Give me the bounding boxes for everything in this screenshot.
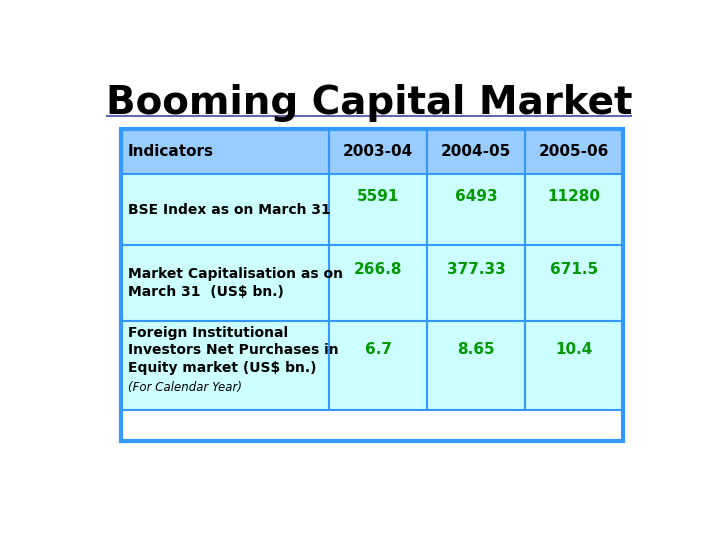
Text: Indicators: Indicators [128, 144, 214, 159]
FancyBboxPatch shape [427, 245, 525, 321]
Text: Foreign Institutional
Investors Net Purchases in
Equity market (US$ bn.): Foreign Institutional Investors Net Purc… [128, 326, 338, 375]
Text: 377.33: 377.33 [446, 261, 505, 276]
FancyBboxPatch shape [121, 245, 329, 321]
FancyBboxPatch shape [427, 129, 525, 174]
FancyBboxPatch shape [525, 129, 623, 174]
FancyBboxPatch shape [329, 245, 427, 321]
FancyBboxPatch shape [525, 245, 623, 321]
FancyBboxPatch shape [329, 174, 427, 245]
FancyBboxPatch shape [525, 174, 623, 245]
FancyBboxPatch shape [427, 174, 525, 245]
Text: BSE Index as on March 31: BSE Index as on March 31 [128, 202, 330, 217]
FancyBboxPatch shape [427, 321, 525, 410]
Text: 11280: 11280 [547, 190, 600, 205]
Text: 10.4: 10.4 [555, 342, 593, 357]
Text: 6493: 6493 [455, 190, 498, 205]
FancyBboxPatch shape [329, 321, 427, 410]
Text: 2005-06: 2005-06 [539, 144, 609, 159]
Text: 671.5: 671.5 [550, 261, 598, 276]
FancyBboxPatch shape [329, 129, 427, 174]
Text: (For Calendar Year): (For Calendar Year) [128, 381, 242, 394]
FancyBboxPatch shape [121, 321, 329, 410]
Text: 266.8: 266.8 [354, 261, 402, 276]
Text: 6.7: 6.7 [364, 342, 392, 357]
Text: 8.65: 8.65 [457, 342, 495, 357]
Text: 2004-05: 2004-05 [441, 144, 511, 159]
Text: 2003-04: 2003-04 [343, 144, 413, 159]
FancyBboxPatch shape [525, 321, 623, 410]
Text: Market Capitalisation as on
March 31  (US$ bn.): Market Capitalisation as on March 31 (US… [128, 267, 343, 299]
Text: 5591: 5591 [357, 190, 400, 205]
FancyBboxPatch shape [121, 174, 329, 245]
FancyBboxPatch shape [121, 129, 329, 174]
Text: Booming Capital Market: Booming Capital Market [106, 84, 632, 122]
